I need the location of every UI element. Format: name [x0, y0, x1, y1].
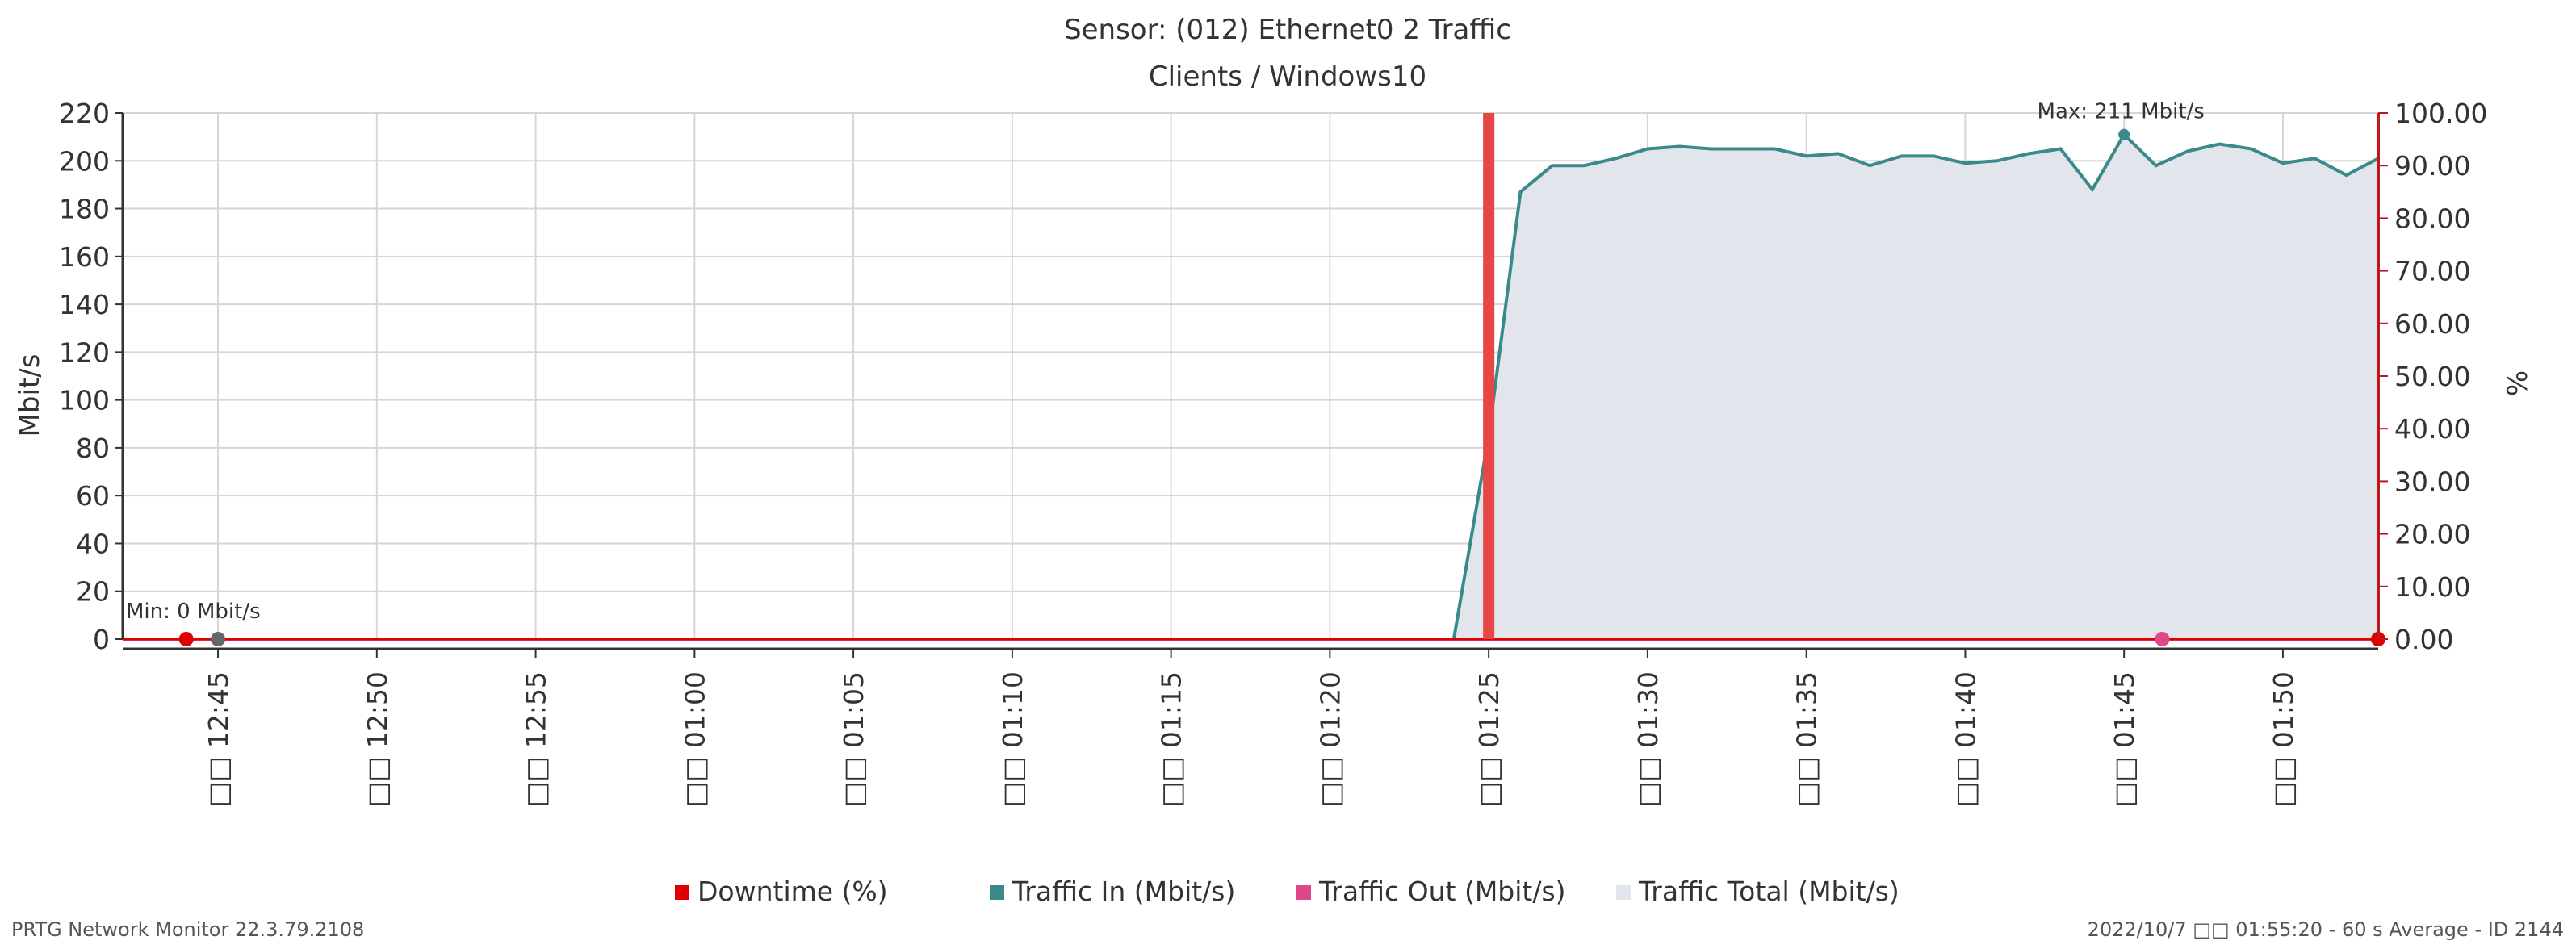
y-axis-label: Mbit/s [14, 354, 46, 437]
x-tick-label: □□ 12:45 [203, 671, 234, 807]
y2-tick-label: 70.00 [2394, 256, 2470, 287]
series-marker-2 [2155, 632, 2170, 646]
x-tick-label: □□ 01:10 [997, 671, 1028, 807]
y-tick-label: 20 [76, 576, 110, 608]
legend-swatch-0 [675, 885, 689, 900]
traffic-total-area [123, 134, 2378, 639]
legend-swatch-1 [990, 885, 1004, 900]
y2-axis-label: % [2502, 370, 2534, 396]
series-markers [178, 128, 2385, 646]
y-tick-label: 0 [93, 624, 110, 655]
y2-tick-label: 60.00 [2394, 308, 2470, 340]
y2-tick-label: 50.00 [2394, 361, 2470, 392]
x-tick-label: □□ 01:00 [679, 671, 710, 807]
legend-swatch-3 [1616, 885, 1631, 900]
legend-label-0: Downtime (%) [697, 876, 888, 907]
series-line-1 [123, 132, 2379, 641]
y2-tick-label: 90.00 [2394, 150, 2470, 182]
downtime-bar [1483, 113, 1495, 639]
footer-version: PRTG Network Monitor 22.3.79.2108 [11, 918, 364, 941]
y-tick-label: 180 [59, 194, 110, 225]
y2-tick-label: 30.00 [2394, 466, 2470, 497]
x-tick-label: □□ 01:35 [1791, 671, 1823, 807]
legend-swatch-2 [1296, 885, 1311, 900]
x-axis-ticks: □□ 12:45 □□ 12:50 □□ 12:55 □□ 01:00 □□ 01:05… [203, 649, 2299, 807]
y2-tick-label: 0.00 [2394, 624, 2453, 655]
chart-title: Sensor: (012) Ethernet0 2 Traffic [1064, 14, 1511, 46]
y2-tick-label: 10.00 [2394, 571, 2470, 603]
x-tick-label: □□ 12:50 [362, 671, 393, 807]
chart-subtitle: Clients / Windows10 [1149, 61, 1426, 93]
y2-tick-label: 100.00 [2394, 98, 2487, 129]
series-marker-0 [178, 632, 194, 646]
y-tick-label: 140 [59, 289, 110, 320]
x-tick-label: □□ 01:40 [1950, 671, 1981, 807]
y-axis-ticks: 0 20 40 60 80 100 120 140 160 180 200 220 [59, 98, 123, 655]
y2-axis-ticks: 0.00 10.00 20.00 30.00 40.00 50.00 60.00 70.00 8… [2378, 98, 2487, 655]
x-tick-label: □□ 12:55 [521, 671, 552, 807]
max-marker [2118, 128, 2130, 140]
x-tick-label: □□ 01:25 [1473, 671, 1505, 807]
chart-annotations: Min: 0 Mbit/s Max: 211 Mbit/s [126, 100, 2205, 624]
max-annotation: Max: 211 Mbit/s [2038, 100, 2205, 124]
footer-timestamp: 2022/10/7 □□ 01:55:20 - 60 s Average - I… [2088, 918, 2564, 941]
y-tick-label: 40 [76, 528, 110, 559]
legend-label-1: Traffic In (Mbit/s) [1012, 876, 1235, 907]
y-tick-label: 100 [59, 385, 110, 416]
min-annotation: Min: 0 Mbit/s [126, 600, 261, 624]
x-tick-label: □□ 01:05 [838, 671, 869, 807]
x-tick-label: □□ 01:20 [1314, 671, 1346, 807]
x-tick-label: □□ 01:45 [2109, 671, 2140, 807]
x-tick-label: □□ 01:30 [1632, 671, 1664, 807]
y-tick-label: 220 [59, 98, 110, 129]
chart-legend: Downtime (%) Traffic In (Mbit/s) Traffic O… [675, 876, 1900, 907]
y2-tick-label: 80.00 [2394, 203, 2470, 234]
legend-label-2: Traffic Out (Mbit/s) [1318, 876, 1566, 907]
y-tick-label: 160 [59, 241, 110, 273]
series-marker-1 [211, 632, 226, 646]
x-tick-label: □□ 01:15 [1156, 671, 1187, 807]
y2-tick-label: 20.00 [2394, 519, 2470, 550]
y-tick-label: 80 [76, 433, 110, 464]
series-lines [123, 132, 2379, 641]
downtime-bar-rect [1483, 113, 1495, 639]
y-tick-label: 60 [76, 480, 110, 512]
series-area-traffic-total [123, 134, 2378, 639]
y-tick-label: 200 [59, 145, 110, 177]
y2-tick-label: 40.00 [2394, 413, 2470, 445]
y-tick-label: 120 [59, 337, 110, 368]
x-tick-label: □□ 01:50 [2268, 671, 2299, 807]
legend-label-3: Traffic Total (Mbit/s) [1638, 876, 1900, 907]
